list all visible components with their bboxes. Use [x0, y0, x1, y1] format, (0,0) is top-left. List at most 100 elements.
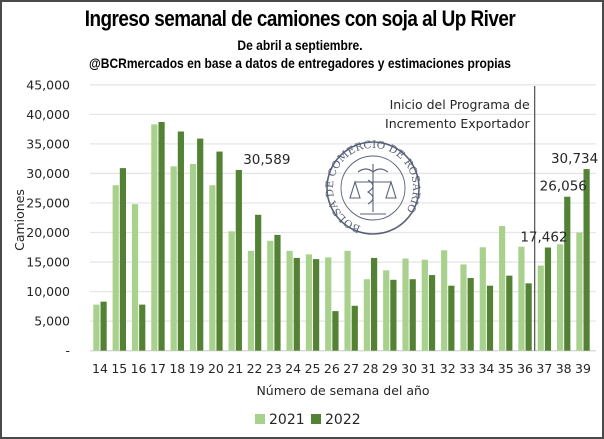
bar-2021-week-18	[170, 166, 177, 351]
bars	[93, 122, 590, 351]
chart-title: Ingreso semanal de camiones con soja al …	[84, 6, 516, 31]
bar-2021-week-35	[499, 226, 506, 351]
x-tick-label: 26	[324, 361, 340, 376]
x-tick-label: 31	[420, 361, 436, 376]
bar-2021-week-32	[441, 250, 448, 351]
x-tick-label: 17	[150, 361, 166, 376]
y-tick-label: 5,000	[34, 314, 70, 329]
data-labels: 30,589 17,462 26,056 30,734	[243, 151, 598, 245]
bar-2021-week-34	[479, 247, 486, 351]
x-tick-label: 37	[536, 361, 552, 376]
bar-2021-week-28	[363, 279, 370, 351]
bar-2022-week-24	[293, 257, 300, 351]
x-tick-label: 35	[498, 361, 514, 376]
bar-2021-week-20	[209, 185, 216, 351]
bar-2022-week-25	[313, 259, 320, 351]
chart-source: @BCRmercados en base a datos de entregad…	[89, 55, 511, 71]
bar-2021-week-33	[460, 264, 467, 351]
bar-2021-week-19	[189, 163, 197, 351]
bar-2022-week-19	[197, 138, 204, 351]
bar-2022-week-17	[158, 122, 165, 351]
bar-2021-week-16	[131, 204, 139, 351]
x-tick-label: 38	[556, 361, 572, 376]
y-tick-label: -	[65, 343, 70, 358]
bar-2022-week-20	[216, 151, 223, 351]
x-tick-label: 28	[363, 361, 379, 376]
bar-2022-week-36	[525, 283, 532, 351]
data-label: 26,056	[540, 179, 587, 195]
x-tick-label: 24	[285, 361, 301, 376]
x-tick-label: 18	[169, 361, 185, 376]
y-tick-label: 45,000	[26, 77, 70, 92]
bar-2022-week-15	[119, 168, 127, 351]
x-tick-label: 14	[92, 361, 108, 376]
bar-2021-week-38	[556, 244, 564, 351]
y-tick-label: 35,000	[26, 136, 70, 151]
bar-2021-week-30	[402, 258, 409, 351]
annotation: Inicio del Programa de Incremento Exporta…	[385, 86, 536, 351]
bar-2022-week-29	[390, 279, 397, 351]
x-tick-label: 36	[517, 361, 533, 376]
bar-2022-week-26	[332, 311, 339, 351]
x-axis-ticks: 14 15 16 17 18 19 20 21 22 23 24 25 26 27 28 29 30 31 32 33…	[92, 361, 591, 376]
y-axis-ticks: - 5,000 10,000 15,000 20,000 25,000 30,000 35,0…	[26, 77, 70, 358]
x-tick-label: 21	[227, 361, 243, 376]
data-label: 30,734	[551, 151, 598, 167]
x-tick-label: 33	[459, 361, 475, 376]
x-tick-label: 23	[266, 361, 282, 376]
chart-subtitle: De abril a septiembre.	[237, 37, 363, 53]
x-tick-label: 32	[440, 361, 456, 376]
x-tick-label: 19	[189, 361, 205, 376]
bar-2021-week-21	[228, 231, 235, 351]
annotation-text: Inicio del Programa de	[390, 97, 530, 112]
bar-2022-week-32	[448, 285, 455, 351]
bar-2021-week-14	[93, 304, 100, 351]
bar-2021-week-23	[267, 240, 274, 351]
data-label: 17,462	[520, 230, 567, 246]
bar-2021-week-15	[112, 185, 119, 351]
bar-2021-week-29	[383, 270, 390, 351]
y-axis-label: Camiones	[12, 189, 27, 251]
caduceus-scales-icon	[349, 164, 397, 215]
legend: 2021 2022	[255, 412, 361, 428]
x-tick-label: 27	[343, 361, 359, 376]
bar-2022-week-23	[274, 234, 281, 351]
legend-label-2021: 2021	[269, 412, 305, 428]
bar-2021-week-36	[518, 246, 525, 351]
bar-2021-week-39	[576, 232, 583, 351]
legend-swatch-2022	[311, 414, 321, 424]
x-axis-label: Número de semana del año	[256, 383, 429, 398]
x-tick-label: 34	[478, 361, 494, 376]
y-tick-label: 10,000	[26, 284, 70, 299]
bar-2022-week-22	[255, 214, 262, 351]
x-tick-label: 16	[131, 361, 147, 376]
y-tick-label: 15,000	[26, 255, 70, 270]
legend-swatch-2021	[255, 414, 265, 424]
bar-2022-week-30	[409, 279, 416, 351]
y-tick-label: 30,000	[26, 166, 70, 181]
bar-2022-week-31	[428, 275, 436, 351]
bar-2021-week-31	[421, 259, 428, 351]
bar-2021-week-37	[537, 265, 544, 351]
x-tick-label: 22	[247, 361, 263, 376]
bar-2022-week-39	[583, 169, 590, 351]
bar-2022-week-38	[564, 196, 571, 351]
bar-2021-week-27	[344, 250, 351, 351]
bar-2022-week-27	[351, 305, 358, 351]
bar-2021-week-22	[247, 250, 255, 351]
seal-outer-ring	[326, 141, 420, 235]
bar-2022-week-28	[370, 257, 378, 351]
x-tick-label: 29	[382, 361, 398, 376]
seal-inner-ring	[340, 155, 406, 221]
bcr-seal-watermark: BOLSA DE COMERCIO DE ROSARIO	[324, 139, 422, 235]
bar-2022-week-21	[235, 169, 242, 351]
y-tick-label: 40,000	[26, 107, 70, 122]
x-tick-label: 20	[208, 361, 224, 376]
x-tick-label: 30	[401, 361, 417, 376]
bar-2021-week-26	[325, 257, 332, 351]
bar-2022-week-33	[467, 278, 474, 351]
data-label: 30,589	[243, 152, 290, 168]
bar-2022-week-37	[544, 247, 552, 351]
